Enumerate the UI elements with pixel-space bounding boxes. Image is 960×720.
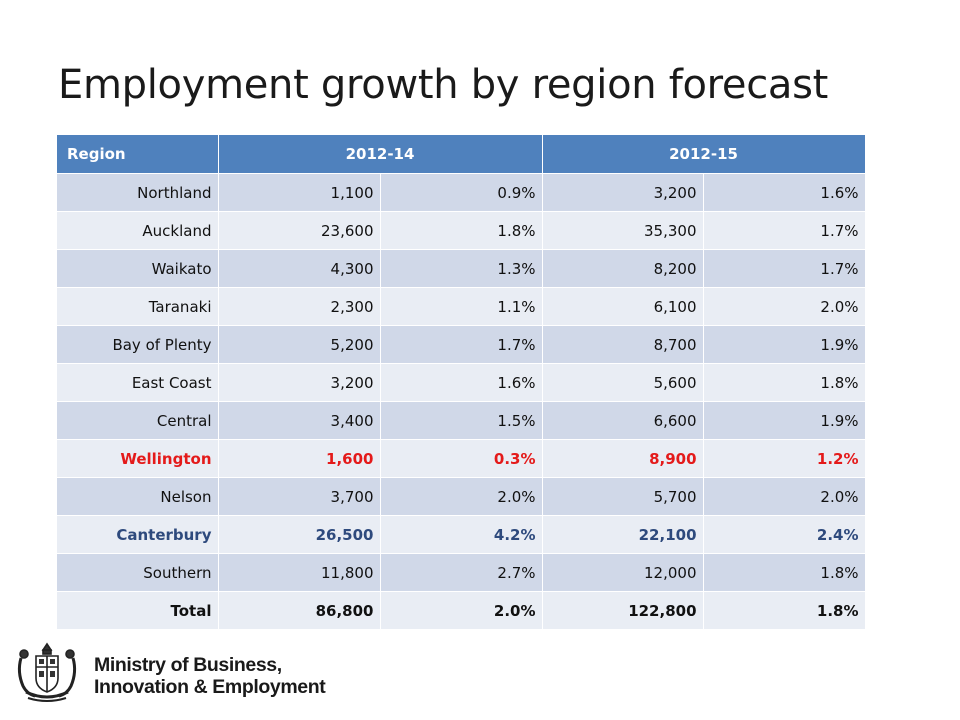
ministry-name: Ministry of Business, Innovation & Emplo…	[94, 654, 326, 698]
cell-jobs-2012-14: 11,800	[218, 553, 381, 592]
cell-region: Northland	[57, 173, 219, 212]
table-row: Canterbury 26,500 4.2% 22,100 2.4%	[57, 515, 866, 554]
cell-jobs-2012-14: 1,100	[218, 173, 381, 212]
table-body: Northland 1,100 0.9% 3,200 1.6% Auckland 23,60…	[57, 173, 866, 629]
cell-jobs-2012-14: 3,700	[218, 477, 381, 516]
table-row: Wellington 1,600 0.3% 8,900 1.2%	[57, 439, 866, 478]
cell-pct-2012-14: 2.0%	[380, 477, 543, 516]
table-row: Southern 11,800 2.7% 12,000 1.8%	[57, 553, 866, 592]
cell-region: Canterbury	[57, 515, 219, 554]
cell-pct-2012-14: 1.7%	[380, 325, 543, 364]
cell-pct-2012-14: 1.6%	[380, 363, 543, 402]
cell-pct-2012-15: 1.8%	[703, 591, 866, 629]
cell-jobs-2012-14: 2,300	[218, 287, 381, 326]
cell-jobs-2012-15: 3,200	[542, 173, 704, 212]
cell-region: Nelson	[57, 477, 219, 516]
cell-pct-2012-15: 2.0%	[703, 477, 866, 516]
cell-jobs-2012-15: 8,700	[542, 325, 704, 364]
cell-pct-2012-14: 2.7%	[380, 553, 543, 592]
cell-pct-2012-14: 1.1%	[380, 287, 543, 326]
cell-pct-2012-14: 0.9%	[380, 173, 543, 212]
cell-region: Total	[57, 591, 219, 629]
cell-pct-2012-15: 1.7%	[703, 211, 866, 250]
cell-pct-2012-14: 4.2%	[380, 515, 543, 554]
header-region: Region	[57, 135, 219, 174]
cell-jobs-2012-14: 3,200	[218, 363, 381, 402]
cell-jobs-2012-15: 8,900	[542, 439, 704, 478]
cell-jobs-2012-14: 5,200	[218, 325, 381, 364]
cell-pct-2012-14: 2.0%	[380, 591, 543, 629]
cell-jobs-2012-14: 1,600	[218, 439, 381, 478]
table-row: Taranaki 2,300 1.1% 6,100 2.0%	[57, 287, 866, 326]
table-row: Waikato 4,300 1.3% 8,200 1.7%	[57, 249, 866, 288]
cell-jobs-2012-14: 23,600	[218, 211, 381, 250]
cell-pct-2012-14: 1.3%	[380, 249, 543, 288]
cell-region: Central	[57, 401, 219, 440]
cell-jobs-2012-15: 122,800	[542, 591, 704, 629]
table-total-row: Total 86,800 2.0% 122,800 1.8%	[57, 591, 866, 629]
cell-pct-2012-15: 2.0%	[703, 287, 866, 326]
header-2012-15: 2012-15	[542, 135, 866, 174]
cell-pct-2012-14: 0.3%	[380, 439, 543, 478]
cell-jobs-2012-14: 26,500	[218, 515, 381, 554]
cell-region: Southern	[57, 553, 219, 592]
cell-region: East Coast	[57, 363, 219, 402]
table-row: Bay of Plenty 5,200 1.7% 8,700 1.9%	[57, 325, 866, 364]
cell-pct-2012-15: 2.4%	[703, 515, 866, 554]
cell-jobs-2012-15: 8,200	[542, 249, 704, 288]
cell-pct-2012-15: 1.2%	[703, 439, 866, 478]
nz-coat-of-arms-icon	[17, 642, 77, 702]
cell-jobs-2012-15: 12,000	[542, 553, 704, 592]
cell-pct-2012-15: 1.8%	[703, 363, 866, 402]
ministry-logo: Ministry of Business, Innovation & Emplo…	[12, 640, 342, 706]
cell-pct-2012-15: 1.8%	[703, 553, 866, 592]
table-row: Central 3,400 1.5% 6,600 1.9%	[57, 401, 866, 440]
cell-region: Wellington	[57, 439, 219, 478]
header-2012-14: 2012-14	[218, 135, 543, 174]
cell-pct-2012-15: 1.9%	[703, 325, 866, 364]
cell-pct-2012-14: 1.5%	[380, 401, 543, 440]
table-row: Nelson 3,700 2.0% 5,700 2.0%	[57, 477, 866, 516]
cell-pct-2012-15: 1.6%	[703, 173, 866, 212]
table-row: East Coast 3,200 1.6% 5,600 1.8%	[57, 363, 866, 402]
cell-jobs-2012-14: 86,800	[218, 591, 381, 629]
table-header-row: Region 2012-14 2012-15	[57, 135, 866, 174]
ministry-name-line2: Innovation & Employment	[94, 676, 326, 698]
cell-pct-2012-14: 1.8%	[380, 211, 543, 250]
table-row: Northland 1,100 0.9% 3,200 1.6%	[57, 173, 866, 212]
cell-region: Auckland	[57, 211, 219, 250]
cell-jobs-2012-15: 5,700	[542, 477, 704, 516]
cell-jobs-2012-14: 4,300	[218, 249, 381, 288]
ministry-name-line1: Ministry of Business,	[94, 654, 282, 676]
cell-jobs-2012-15: 35,300	[542, 211, 704, 250]
cell-region: Taranaki	[57, 287, 219, 326]
cell-pct-2012-15: 1.9%	[703, 401, 866, 440]
cell-jobs-2012-15: 6,600	[542, 401, 704, 440]
cell-pct-2012-15: 1.7%	[703, 249, 866, 288]
cell-jobs-2012-14: 3,400	[218, 401, 381, 440]
table-row: Auckland 23,600 1.8% 35,300 1.7%	[57, 211, 866, 250]
cell-jobs-2012-15: 5,600	[542, 363, 704, 402]
cell-region: Bay of Plenty	[57, 325, 219, 364]
slide-title: Employment growth by region forecast	[58, 62, 829, 108]
cell-jobs-2012-15: 6,100	[542, 287, 704, 326]
employment-table: Region 2012-14 2012-15 Northland 1,100 0.9…	[57, 135, 866, 629]
cell-region: Waikato	[57, 249, 219, 288]
cell-jobs-2012-15: 22,100	[542, 515, 704, 554]
